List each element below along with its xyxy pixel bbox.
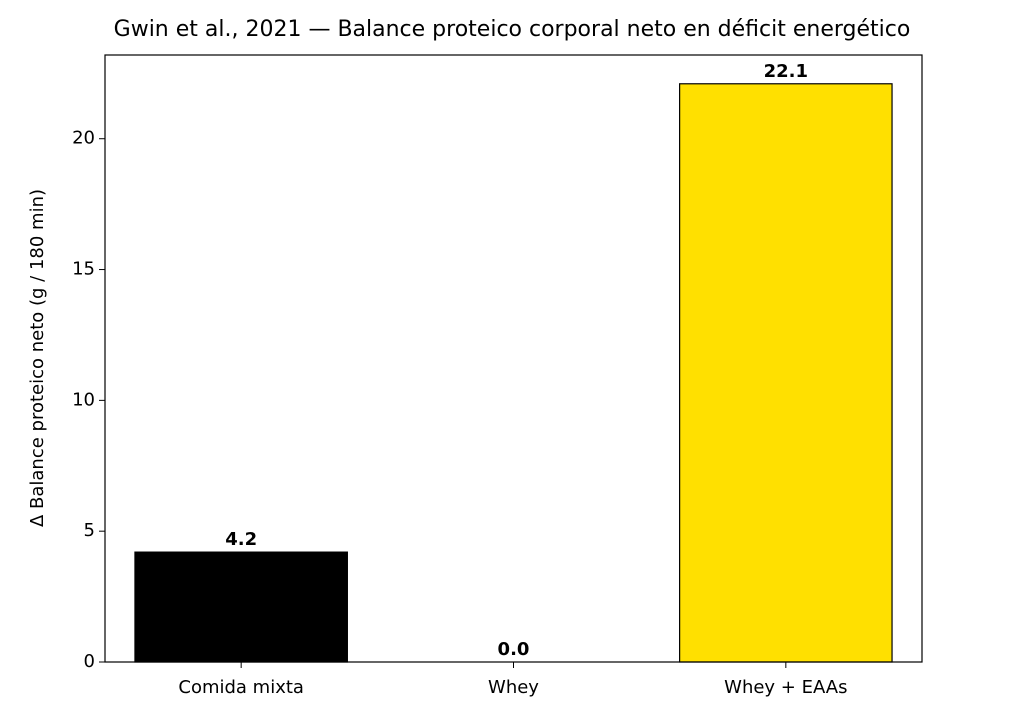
value-label: 22.1 [764, 61, 808, 82]
x-tick-label: Comida mixta [178, 677, 304, 698]
y-tick-label: 15 [72, 259, 95, 280]
y-tick-label: 5 [84, 520, 95, 541]
y-tick-label: 20 [72, 128, 95, 149]
plot-frame [104, 54, 923, 663]
value-label: 4.2 [225, 529, 257, 550]
value-label: 0.0 [498, 639, 530, 660]
y-axis-label: Δ Balance proteico neto (g / 180 min) [27, 189, 48, 527]
bar [679, 83, 893, 663]
chart-title: Gwin et al., 2021 — Balance proteico cor… [114, 17, 911, 42]
bar [134, 551, 348, 663]
y-tick-label: 10 [72, 389, 95, 410]
x-tick-label: Whey + EAAs [724, 677, 847, 698]
x-tick-label: Whey [488, 677, 539, 698]
y-tick-label: 0 [84, 651, 95, 672]
